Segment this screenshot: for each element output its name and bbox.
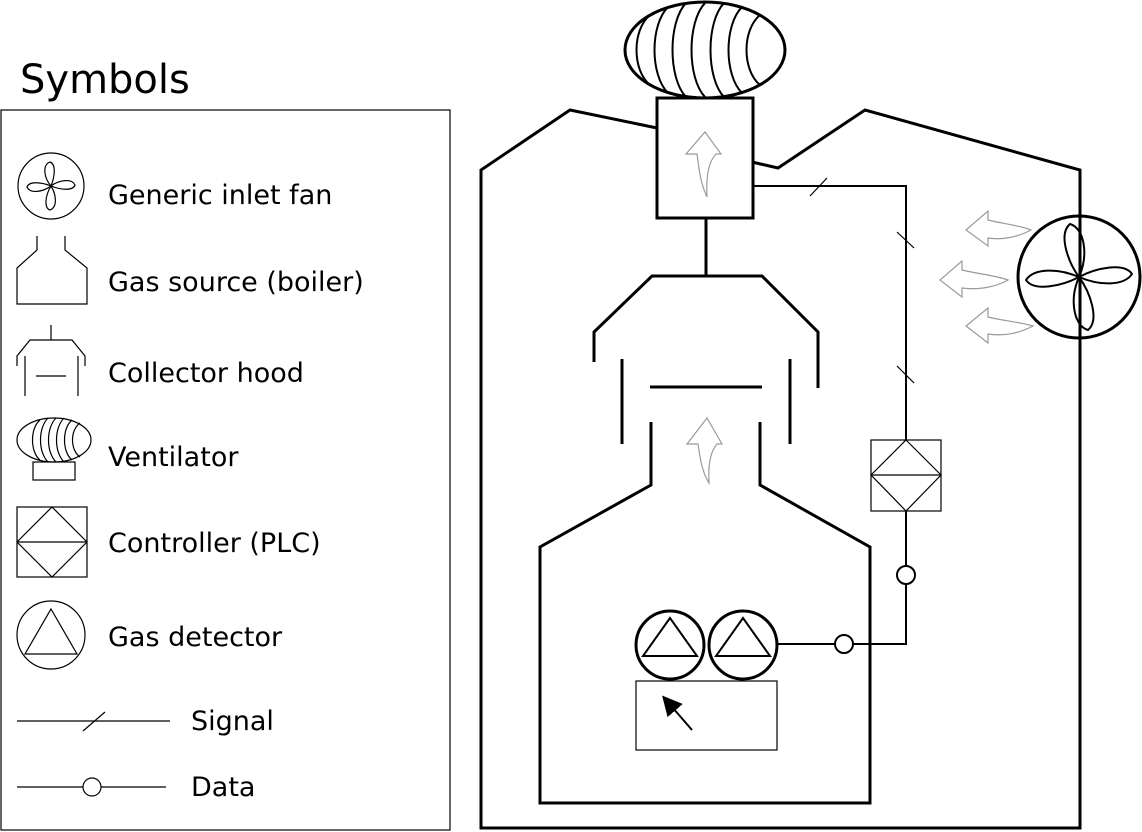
gauge-panel [635,680,778,751]
legend-label-hood: Collector hood [108,358,304,389]
data-line-detector-plc [777,511,916,654]
collector-hood-icon [16,325,86,396]
legend-label-plc: Controller (PLC) [108,528,321,559]
airflow-arrow-inlet-3 [965,306,1035,345]
collector-hood-icon-main [592,274,820,444]
legend-label-detector: Gas detector [108,622,283,653]
gas-detector-2-icon [707,609,779,681]
signal-line-icon [17,711,170,732]
boiler-outline [538,422,872,805]
legend-label-ventilator: Ventilator [108,442,239,473]
ventilator-icon [16,417,92,481]
building-outline [479,108,1082,830]
airflow-arrow-inlet-1 [965,209,1033,248]
airflow-arrow-inlet-2 [939,259,1010,299]
fan-icon [17,152,85,220]
legend-label-signal: Signal [191,706,274,737]
legend-box [0,109,451,831]
airflow-arrow-boiler [685,416,724,486]
legend-label-fan: Generic inlet fan [108,180,332,211]
gas-detector-1-icon [634,609,706,681]
inlet-fan-icon [1016,214,1142,340]
plc-main-icon [870,439,942,512]
legend-label-data: Data [191,772,255,803]
data-line-icon [17,777,166,797]
airflow-arrow-ventilator [684,131,723,198]
legend-title: Symbols [20,57,190,103]
plc-icon [16,506,88,578]
legend-label-boiler: Gas source (boiler) [108,267,364,298]
gas-detector-icon [16,600,86,670]
boiler-icon [16,236,88,305]
signal-line-plc-ventilator [753,177,915,440]
